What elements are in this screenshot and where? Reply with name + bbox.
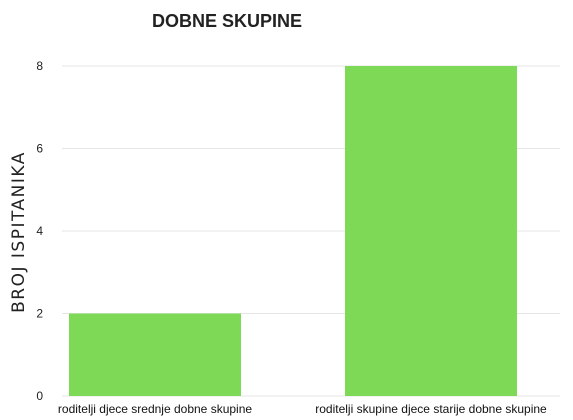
y-axis-label: BROJ ISPITANIKA <box>9 151 29 313</box>
y-tick-label: 0 <box>36 389 43 403</box>
chart-title: DOBNE SKUPINE <box>152 11 302 31</box>
y-tick-label: 6 <box>36 142 43 156</box>
x-axis-categories: roditelji djece srednje dobne skupine rod… <box>58 402 547 416</box>
bar-2 <box>345 66 517 396</box>
y-tick-label: 2 <box>36 307 43 321</box>
y-tick-label: 8 <box>36 59 43 73</box>
y-axis-ticks: 0 2 4 6 8 <box>36 59 43 403</box>
x-category-label: roditelji djece srednje dobne skupine <box>58 402 252 416</box>
x-category-label: roditelji skupine djece starije dobne sk… <box>315 402 547 416</box>
bars <box>69 66 517 396</box>
y-tick-label: 4 <box>36 224 43 238</box>
bar-1 <box>69 313 241 396</box>
